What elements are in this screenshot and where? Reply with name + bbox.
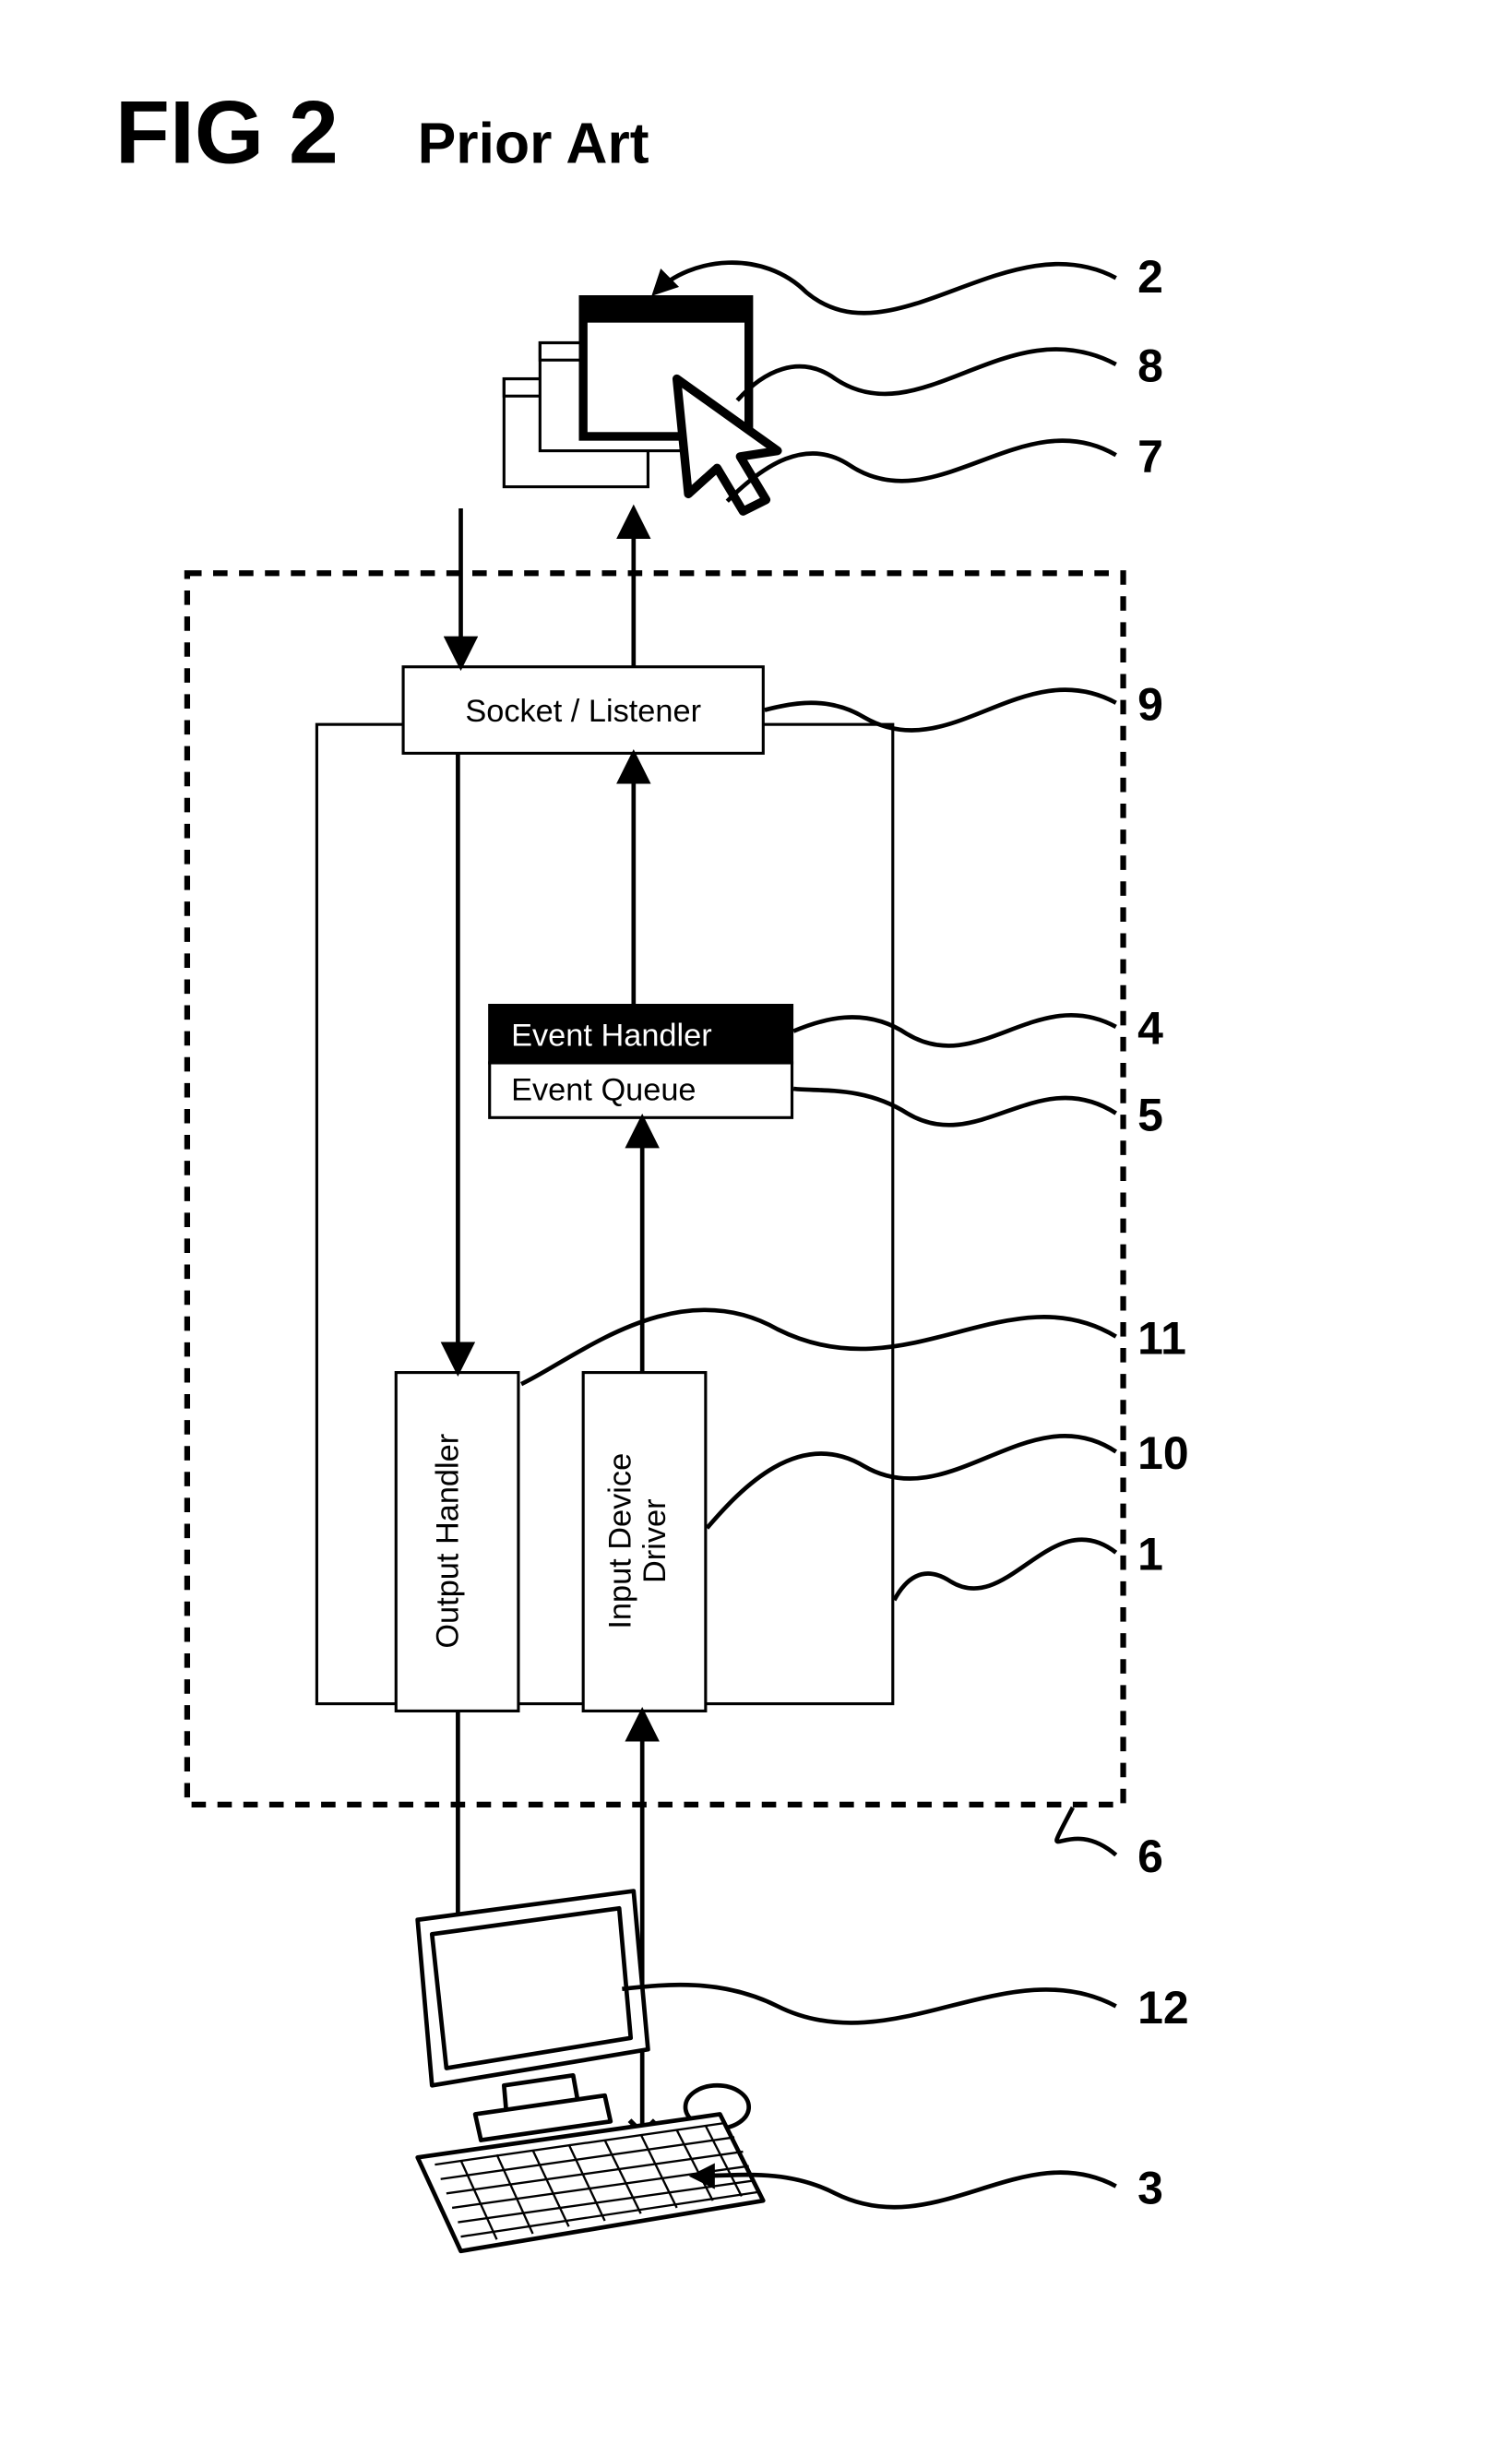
computer-icon xyxy=(418,1891,764,2251)
ref-1: 1 xyxy=(1137,1528,1163,1580)
ref-7: 7 xyxy=(1137,431,1163,483)
figure-canvas: FIG 2 Prior Art Socket / Listener Event … xyxy=(0,0,1512,2457)
ref-4: 4 xyxy=(1137,1003,1163,1055)
ref-3: 3 xyxy=(1137,2162,1163,2213)
reference-numbers: 2 8 7 9 4 5 11 10 1 6 12 3 xyxy=(1137,251,1189,2213)
event-handler-label: Event Handler xyxy=(511,1018,712,1053)
input-driver-label-1: Input Device xyxy=(603,1453,638,1629)
figure-title: FIG 2 xyxy=(115,81,339,182)
event-queue-label: Event Queue xyxy=(511,1073,696,1108)
ref-11: 11 xyxy=(1137,1312,1186,1364)
application-windows-icon xyxy=(504,300,778,511)
ref-12: 12 xyxy=(1137,1982,1189,2034)
socket-listener-label: Socket / Listener xyxy=(465,694,701,729)
input-driver-label-2: Driver xyxy=(637,1498,673,1583)
figure-subtitle: Prior Art xyxy=(418,111,649,175)
ref-8: 8 xyxy=(1137,340,1163,392)
ref-9: 9 xyxy=(1137,678,1163,730)
output-handler-label: Output Handler xyxy=(430,1434,465,1649)
ref-5: 5 xyxy=(1137,1089,1163,1140)
ref-2: 2 xyxy=(1137,251,1163,303)
ref-6: 6 xyxy=(1137,1831,1163,1882)
ref-10: 10 xyxy=(1137,1427,1189,1479)
